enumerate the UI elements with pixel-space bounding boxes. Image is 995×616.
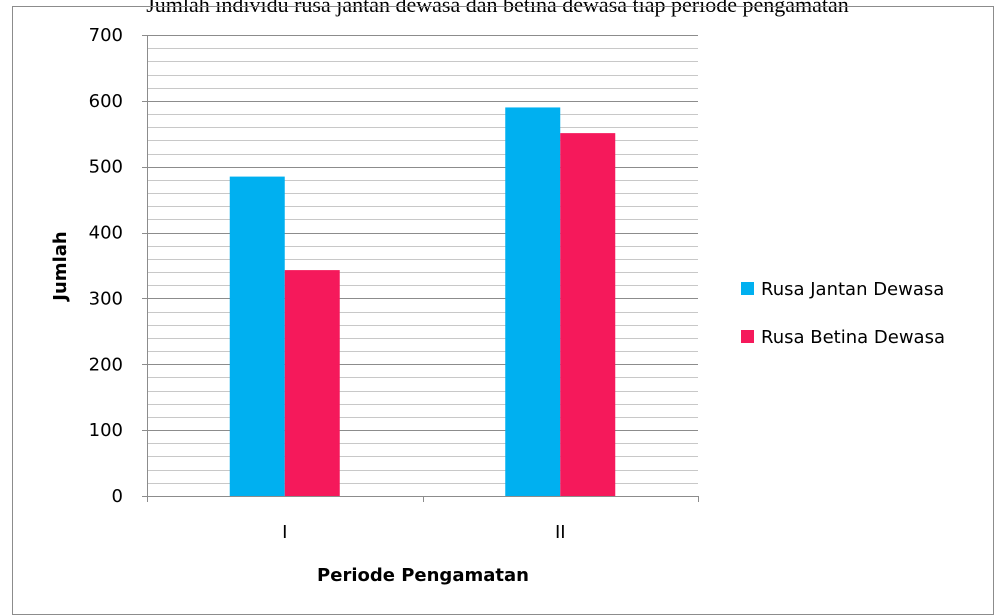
legend-swatch <box>741 282 754 295</box>
bar-0-1 <box>505 107 561 496</box>
x-tick-label: II <box>555 522 566 543</box>
x-tick-labels: I II <box>282 522 565 543</box>
bar-0-0 <box>229 176 285 497</box>
bar-1-1 <box>560 133 616 496</box>
y-tick-label: 200 <box>89 354 123 375</box>
axes <box>142 35 699 502</box>
legend: Rusa Jantan Dewasa Rusa Betina Dewasa <box>741 279 945 348</box>
legend-swatch <box>741 330 754 343</box>
y-tick-labels: 0 100 200 300 400 500 600 700 <box>89 25 123 507</box>
y-tick-label: 100 <box>89 420 123 441</box>
y-tick-label: 300 <box>89 288 123 309</box>
legend-label: Rusa Jantan Dewasa <box>761 279 944 300</box>
bar-1-0 <box>284 270 340 496</box>
x-tick-label: I <box>282 522 287 543</box>
y-tick-label: 400 <box>89 223 123 244</box>
y-tick-label: 600 <box>89 91 123 112</box>
bars <box>229 107 616 497</box>
y-tick-label: 500 <box>89 157 123 178</box>
y-tick-label: 0 <box>112 486 123 507</box>
chart-frame <box>12 6 994 615</box>
x-axis-title: Periode Pengamatan <box>317 565 529 586</box>
y-axis-title: Jumlah <box>50 231 71 302</box>
grid-lines <box>147 35 698 497</box>
legend-label: Rusa Betina Dewasa <box>761 327 945 348</box>
figure-caption: Jumlah individu rusa jantan dewasa dan b… <box>146 0 849 17</box>
y-tick-label: 700 <box>89 25 123 46</box>
